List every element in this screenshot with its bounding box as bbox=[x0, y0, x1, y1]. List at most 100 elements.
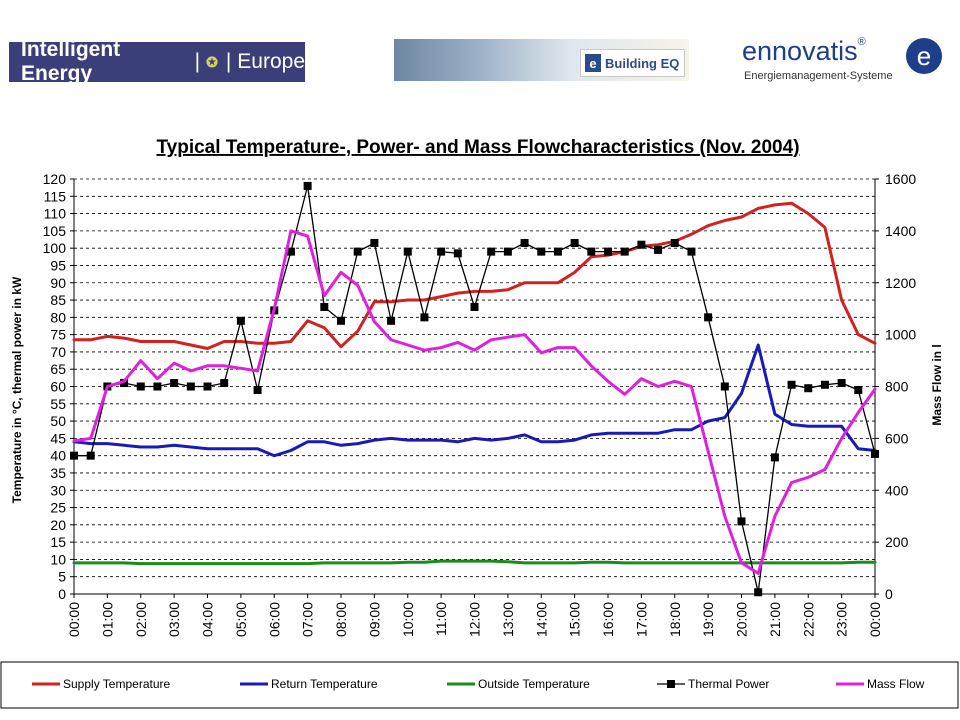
y-tick-label: 60 bbox=[50, 379, 66, 395]
x-tick-label: 05:00 bbox=[233, 602, 249, 637]
y-tick-label: 90 bbox=[50, 275, 66, 291]
intelligent-energy-europe-logo: Intelligent Energy | ✪ | Europe bbox=[9, 38, 305, 85]
x-tick-labels: 00:00 01:00 02:00 03:00 04:00 05:00 06:00 07:00… bbox=[66, 602, 883, 637]
series-layer bbox=[70, 181, 879, 597]
y2-tick-label: 1600 bbox=[885, 171, 916, 187]
y2-tick-label: 1400 bbox=[885, 223, 916, 239]
legend: Supply Temperature Return Temperature Outs… bbox=[32, 677, 925, 691]
chart-title: Typical Temperature-, Power- and Mass Fl… bbox=[156, 137, 799, 158]
data-point bbox=[236, 316, 245, 325]
y-tick-label: 85 bbox=[50, 292, 66, 308]
data-point bbox=[804, 384, 813, 393]
series-line bbox=[72, 559, 877, 566]
data-point bbox=[871, 449, 879, 458]
y2-tick-label: 400 bbox=[885, 482, 909, 498]
legend-label: Thermal Power bbox=[688, 677, 769, 691]
y-tick-label: 35 bbox=[50, 465, 66, 481]
legend-box bbox=[0, 661, 959, 709]
axes bbox=[70, 178, 879, 598]
y-tick-label: 65 bbox=[50, 361, 66, 377]
data-point bbox=[120, 379, 129, 388]
data-point bbox=[854, 385, 863, 394]
y-tick-label: 100 bbox=[43, 240, 67, 256]
data-point bbox=[170, 379, 179, 388]
y-tick-label: 45 bbox=[50, 430, 66, 446]
legend-label: Mass Flow bbox=[867, 677, 925, 691]
data-point bbox=[320, 302, 329, 311]
y-tick-label: 15 bbox=[50, 534, 66, 550]
y-tick-label: 25 bbox=[50, 500, 66, 516]
eu-stars-icon: ✪ bbox=[206, 53, 218, 70]
logo-region: Europe bbox=[237, 50, 305, 73]
data-point bbox=[453, 249, 462, 258]
x-tick-label: 19:00 bbox=[700, 602, 716, 637]
building-eq-mark-icon: e bbox=[585, 54, 601, 72]
y2-tick-label: 600 bbox=[885, 430, 909, 446]
x-tick-label: 13:00 bbox=[500, 602, 516, 637]
x-tick-label: 06:00 bbox=[266, 602, 282, 637]
data-point bbox=[470, 302, 479, 311]
legend-label: Return Temperature bbox=[271, 677, 378, 691]
logo-separator: | bbox=[194, 50, 201, 73]
y2-axis-label: Mass Flow in l bbox=[930, 344, 944, 425]
data-point bbox=[587, 247, 596, 256]
registered-mark: ® bbox=[857, 36, 866, 48]
x-tick-label: 00:00 bbox=[66, 602, 82, 637]
data-point bbox=[403, 247, 412, 256]
data-point bbox=[253, 385, 262, 394]
series-line bbox=[72, 201, 877, 350]
x-tick-label: 23:00 bbox=[834, 602, 850, 637]
data-point bbox=[303, 181, 312, 190]
data-point bbox=[203, 382, 212, 391]
data-point bbox=[787, 380, 796, 389]
data-point bbox=[553, 247, 562, 256]
y-tick-label: 105 bbox=[43, 223, 67, 239]
data-point bbox=[136, 382, 145, 391]
data-point bbox=[370, 238, 379, 247]
ennovatis-name: ennovatis bbox=[742, 36, 858, 66]
x-tick-label: 07:00 bbox=[300, 602, 316, 637]
data-point bbox=[704, 313, 713, 322]
data-point bbox=[286, 247, 295, 256]
data-point bbox=[353, 247, 362, 256]
data-point bbox=[420, 313, 429, 322]
ennovatis-tagline: Energiemanagement-Systeme bbox=[744, 70, 893, 82]
y-tick-label: 55 bbox=[50, 396, 66, 412]
data-point bbox=[654, 245, 663, 254]
x-tick-label: 00:00 bbox=[867, 602, 883, 637]
ennovatis-e-icon: e bbox=[906, 38, 942, 74]
data-point bbox=[737, 517, 746, 526]
y-tick-label: 110 bbox=[44, 206, 67, 222]
x-tick-label: 14:00 bbox=[533, 602, 549, 637]
x-tick-label: 01:00 bbox=[99, 602, 115, 637]
data-point bbox=[337, 316, 345, 325]
building-eq-logo: e Building EQ bbox=[394, 39, 689, 81]
series-line bbox=[72, 229, 877, 575]
data-point bbox=[770, 453, 779, 462]
building-eq-badge: e Building EQ bbox=[580, 49, 685, 77]
data-point bbox=[620, 247, 629, 256]
grid bbox=[74, 178, 875, 578]
legend-label: Supply Temperature bbox=[63, 677, 171, 691]
y-tick-label: 30 bbox=[50, 482, 66, 498]
y-tick-label: 50 bbox=[50, 413, 66, 429]
legend-marker bbox=[667, 680, 675, 688]
logo-text: Intelligent Energy bbox=[21, 38, 121, 85]
y2-tick-label: 0 bbox=[885, 586, 893, 602]
y2-tick-label: 200 bbox=[885, 534, 909, 550]
x-tick-label: 02:00 bbox=[133, 602, 149, 637]
y2-tick-label: 1200 bbox=[885, 275, 916, 291]
data-point bbox=[537, 247, 546, 256]
x-tick-label: 03:00 bbox=[166, 602, 182, 637]
y-tick-label: 5 bbox=[58, 569, 66, 585]
data-point bbox=[687, 247, 696, 256]
x-tick-label: 21:00 bbox=[767, 602, 783, 637]
x-tick-label: 20:00 bbox=[734, 602, 750, 637]
data-point bbox=[487, 247, 496, 256]
data-point bbox=[153, 382, 162, 391]
data-point bbox=[220, 379, 229, 388]
data-point bbox=[186, 382, 195, 391]
x-tick-label: 12:00 bbox=[467, 602, 483, 637]
x-tick-label: 09:00 bbox=[366, 602, 382, 637]
